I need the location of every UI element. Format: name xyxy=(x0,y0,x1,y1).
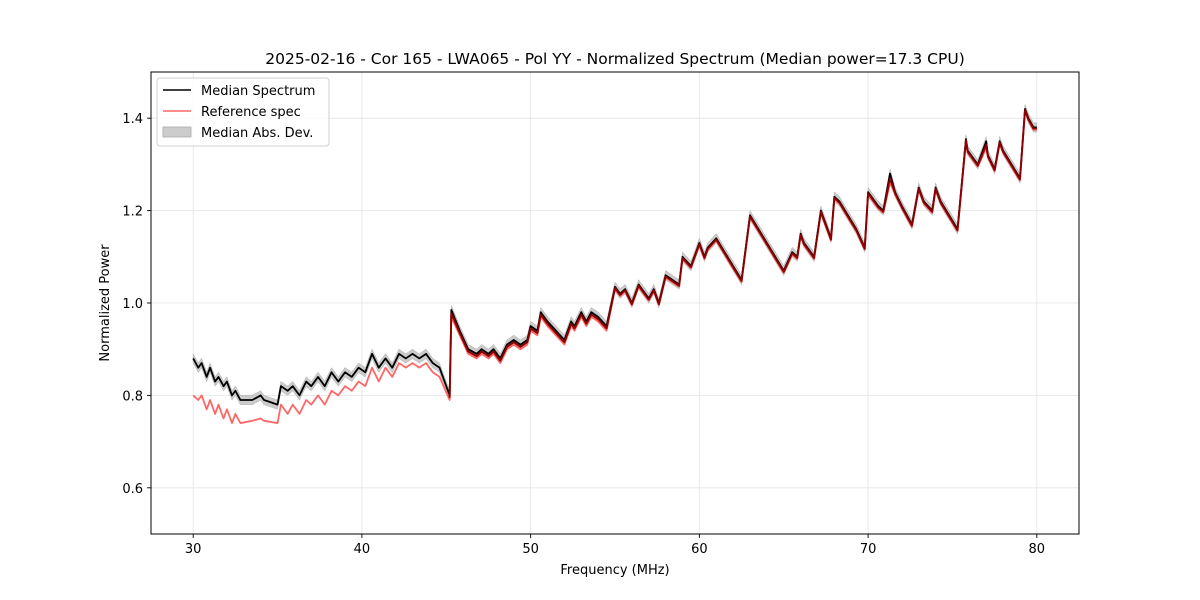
y-tick-label: 1.0 xyxy=(122,297,143,312)
y-tick-label: 0.8 xyxy=(122,389,143,404)
legend-label-mad: Median Abs. Dev. xyxy=(201,126,313,141)
legend-box xyxy=(156,77,330,147)
x-tick-label: 70 xyxy=(860,542,877,557)
legend-label-reference: Reference spec xyxy=(201,105,301,120)
legend-mad-band-swatch xyxy=(162,126,192,138)
grid-lines xyxy=(151,72,1079,534)
x-tick-label: 30 xyxy=(185,542,202,557)
x-tick-label: 50 xyxy=(522,542,539,557)
y-axis-label: Normalized Power xyxy=(98,244,113,362)
legend-label-median: Median Spectrum xyxy=(201,84,315,99)
overlap-spectrum-line xyxy=(448,109,1037,398)
x-axis-label: Frequency (MHz) xyxy=(560,563,669,578)
x-tick-label: 60 xyxy=(691,542,708,557)
y-tick-label: 1.2 xyxy=(122,205,143,220)
y-axis: 0.6 0.8 1.0 1.2 1.4 xyxy=(122,112,151,497)
chart-title: 2025-02-16 - Cor 165 - LWA065 - Pol YY -… xyxy=(265,50,965,68)
legend: Median Spectrum Reference spec Median Ab… xyxy=(156,77,330,147)
x-axis: 30 40 50 60 70 80 xyxy=(185,534,1045,557)
y-tick-label: 0.6 xyxy=(122,482,143,497)
x-tick-label: 40 xyxy=(354,542,371,557)
x-tick-label: 80 xyxy=(1029,542,1046,557)
y-tick-label: 1.4 xyxy=(122,112,143,127)
plot-area xyxy=(192,104,1038,425)
